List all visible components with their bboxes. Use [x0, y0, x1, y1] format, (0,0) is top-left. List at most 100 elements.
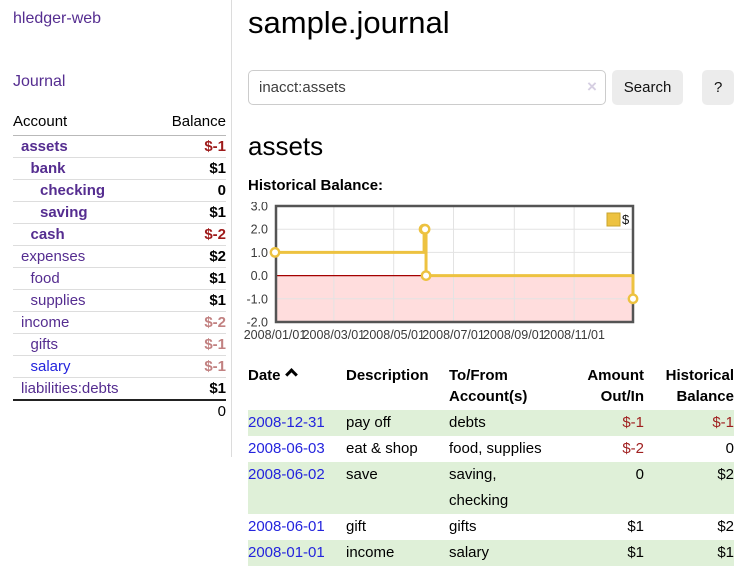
account-heading: assets	[248, 131, 324, 161]
sidebar-account-link-checking[interactable]: checking	[40, 182, 106, 199]
account-name-cell: assets	[13, 136, 154, 158]
register-date-cell: 2008-06-02	[248, 462, 346, 514]
historical-balance-chart[interactable]: 2008/01/01 2008/03/01 2008/05/01 2008/07/01…	[244, 200, 644, 352]
account-name-cell: supplies	[13, 289, 154, 312]
register-accounts-cell: debts	[449, 410, 545, 436]
register-date-link[interactable]: 2008-01-01	[248, 544, 325, 561]
account-name-cell: checking	[13, 179, 154, 202]
register-date-link[interactable]: 2008-06-02	[248, 466, 325, 483]
help-button[interactable]: ?	[702, 70, 735, 105]
app-brand: hledger-web	[13, 0, 231, 29]
sidebar-account-link-food[interactable]: food	[30, 270, 60, 287]
register-description-cell: income	[346, 540, 449, 566]
account-name-cell: liabilities:debts	[13, 377, 154, 400]
register-date-link[interactable]: 2008-06-03	[248, 440, 325, 457]
account-row: cash $-2	[13, 223, 226, 246]
register-date-link[interactable]: 2008-12-31	[248, 414, 325, 431]
account-row: saving $1	[13, 201, 226, 224]
account-name-cell: cash	[13, 223, 154, 246]
register-row: 2008-01-01 income salary $1 $1	[248, 540, 734, 566]
account-balance: $1	[153, 377, 226, 400]
register-amount-cell: $-2	[622, 440, 644, 457]
account-row: supplies $1	[13, 289, 226, 312]
register-accounts-cell: saving, checking	[449, 462, 545, 514]
page-title: sample.journal	[248, 5, 450, 40]
chart-title: Historical Balance:	[248, 177, 384, 194]
sidebar-account-link-assets[interactable]: assets	[21, 138, 68, 155]
account-row: expenses $2	[13, 245, 226, 268]
register-header-balance: Historical Balance	[665, 367, 734, 405]
register-balance-cell: $-1	[644, 410, 734, 436]
account-balance: $-2	[153, 223, 226, 246]
accounts-header-balance: Balance	[153, 110, 226, 136]
sidebar-account-link-gifts[interactable]: gifts	[30, 336, 59, 353]
register-accounts-cell: gifts	[449, 518, 477, 535]
sort-ascending-icon	[284, 368, 298, 381]
account-balance: $-1	[153, 333, 226, 356]
svg-text:3.0: 3.0	[251, 202, 268, 214]
account-name-cell: gifts	[13, 333, 154, 356]
register-balance-cell: $1	[644, 540, 734, 566]
search-input[interactable]	[248, 70, 606, 105]
sidebar-account-link-salary[interactable]: salary	[30, 358, 71, 375]
account-name-cell: food	[13, 267, 154, 290]
app-title-link[interactable]: hledger-web	[13, 10, 102, 27]
register-date-link[interactable]: 2008-06-01	[248, 518, 325, 535]
account-balance: $-1	[153, 355, 226, 378]
register-header-date[interactable]: Date	[248, 365, 346, 410]
sidebar-account-link-income[interactable]: income	[21, 314, 70, 331]
sidebar-account-link-bank[interactable]: bank	[30, 160, 66, 177]
register-date-cell: 2008-06-01	[248, 514, 346, 540]
accounts-total-value: 0	[153, 398, 226, 423]
clear-search-icon[interactable]: ×	[586, 77, 597, 96]
register-description-cell: gift	[346, 518, 367, 535]
search-row: × Search ?	[248, 70, 735, 105]
register-date-cell: 2008-06-03	[248, 436, 346, 462]
account-name-cell: saving	[13, 201, 154, 224]
svg-text:1.0: 1.0	[251, 246, 268, 260]
register-header-date-label: Date	[248, 367, 281, 384]
sidebar-account-link-expenses[interactable]: expenses	[21, 248, 86, 265]
sidebar-account-link-supplies[interactable]: supplies	[30, 292, 86, 309]
register-date-cell: 2008-12-31	[248, 410, 346, 436]
accounts-total-spacer	[13, 398, 154, 423]
accounts-total-row: 0	[13, 398, 226, 423]
account-row: checking 0	[13, 179, 226, 202]
search-button[interactable]: Search	[611, 70, 684, 105]
register-header-amount: Amount Out/In	[587, 367, 644, 405]
register-amount-cell: 0	[545, 462, 644, 514]
svg-text:2.0: 2.0	[251, 223, 268, 237]
sidebar-account-link-liabilities-debts[interactable]: liabilities:debts	[21, 379, 119, 397]
register-balance-cell: $2	[644, 462, 734, 514]
svg-text:-1.0: -1.0	[246, 292, 268, 306]
main-content: sample.journal × Search ? assets Histori…	[244, 0, 735, 566]
search-box: ×	[248, 70, 606, 105]
svg-text:2008/03/01: 2008/03/01	[303, 328, 366, 342]
svg-text:2008/09/01: 2008/09/01	[483, 328, 546, 342]
register-header-description: Description	[346, 367, 429, 384]
accounts-header-account: Account	[13, 110, 154, 136]
sidebar: hledger-web Journal Account Balance asse…	[0, 0, 232, 457]
account-row: income $-2	[13, 311, 226, 334]
register-description-cell: pay off	[346, 410, 449, 436]
sidebar-item-journal[interactable]: Journal	[13, 73, 66, 90]
register-accounts-cell: salary	[449, 540, 545, 566]
sidebar-account-link-cash[interactable]: cash	[30, 226, 65, 243]
account-row: bank $1	[13, 157, 226, 180]
register-date-cell: 2008-01-01	[248, 540, 346, 566]
svg-text:0.0: 0.0	[251, 269, 268, 283]
sidebar-account-link-saving[interactable]: saving	[40, 204, 88, 221]
register-header-account: To/From Account(s)	[449, 367, 528, 405]
accounts-header-row: Account Balance	[13, 110, 226, 136]
register-row: 2008-06-01 gift gifts $1 $2	[248, 514, 734, 540]
account-row: food $1	[13, 267, 226, 290]
svg-text:2008/01/01: 2008/01/01	[244, 328, 306, 342]
svg-text:$: $	[622, 212, 630, 227]
register-balance-cell: $2	[717, 518, 734, 535]
register-amount-cell: $1	[627, 518, 644, 535]
account-balance: 0	[153, 179, 226, 202]
account-balance: $-2	[153, 311, 226, 334]
register-description-cell: save	[346, 462, 449, 514]
account-row: gifts $-1	[13, 333, 226, 356]
sidebar-nav: Journal	[13, 72, 231, 92]
